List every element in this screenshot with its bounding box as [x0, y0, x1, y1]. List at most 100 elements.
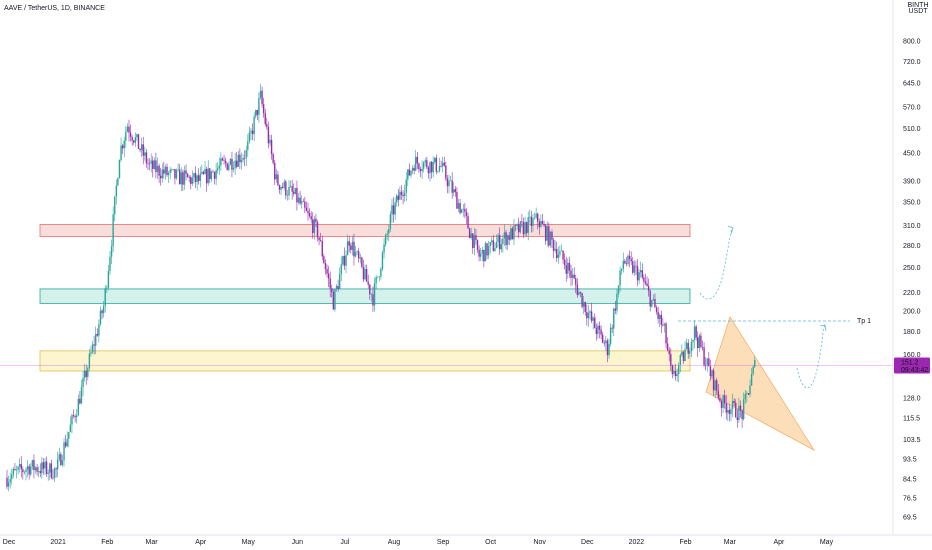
- candle-body[interactable]: [665, 323, 667, 344]
- candle-body[interactable]: [735, 402, 737, 418]
- candle-body[interactable]: [50, 463, 53, 478]
- candle-body[interactable]: [175, 169, 178, 179]
- candle-body[interactable]: [565, 265, 567, 274]
- candle-body[interactable]: [725, 403, 727, 413]
- candle-body[interactable]: [55, 468, 57, 470]
- candle-body[interactable]: [625, 263, 628, 264]
- candle-body[interactable]: [628, 255, 631, 259]
- candle-body[interactable]: [283, 181, 285, 188]
- candle-body[interactable]: [121, 145, 124, 149]
- candle-body[interactable]: [611, 327, 613, 329]
- candle-body[interactable]: [582, 302, 585, 307]
- candle-body[interactable]: [714, 380, 716, 391]
- candle-body[interactable]: [627, 255, 629, 264]
- candle-body[interactable]: [30, 466, 32, 475]
- candle-body[interactable]: [346, 241, 349, 256]
- candle-body[interactable]: [473, 235, 476, 248]
- candle-body[interactable]: [608, 343, 610, 356]
- candle-body[interactable]: [15, 469, 18, 471]
- candle-body[interactable]: [587, 313, 590, 319]
- candle-body[interactable]: [209, 168, 211, 180]
- candle-body[interactable]: [342, 255, 344, 265]
- candle-body[interactable]: [215, 170, 217, 179]
- candle-body[interactable]: [457, 203, 460, 209]
- candle-body[interactable]: [581, 293, 583, 307]
- candle-body[interactable]: [304, 201, 306, 208]
- candle-body[interactable]: [42, 462, 45, 469]
- candle-body[interactable]: [229, 158, 232, 165]
- candle-body[interactable]: [323, 256, 325, 264]
- candle-body[interactable]: [264, 113, 266, 125]
- candle-body[interactable]: [728, 409, 731, 414]
- candle-body[interactable]: [697, 337, 699, 349]
- candle-body[interactable]: [270, 139, 273, 154]
- candle-body[interactable]: [293, 191, 295, 194]
- candle-body[interactable]: [152, 160, 154, 169]
- candle-body[interactable]: [704, 365, 707, 366]
- candle-body[interactable]: [285, 181, 287, 196]
- candle-body[interactable]: [250, 130, 252, 133]
- candle-body[interactable]: [578, 292, 580, 296]
- candle-body[interactable]: [421, 168, 423, 172]
- candle-body[interactable]: [402, 194, 404, 197]
- candle-body[interactable]: [267, 127, 270, 144]
- candle-body[interactable]: [28, 466, 30, 475]
- candle-body[interactable]: [416, 156, 419, 164]
- candle-body[interactable]: [183, 170, 186, 185]
- candle-body[interactable]: [188, 177, 190, 178]
- candle-body[interactable]: [400, 191, 403, 195]
- candle-body[interactable]: [513, 225, 515, 240]
- candle-body[interactable]: [483, 249, 485, 262]
- candle-body[interactable]: [429, 161, 431, 174]
- candle-body[interactable]: [738, 405, 740, 421]
- candle-body[interactable]: [7, 482, 10, 487]
- candle-body[interactable]: [396, 195, 398, 203]
- candle-body[interactable]: [310, 216, 312, 220]
- candle-body[interactable]: [454, 189, 457, 193]
- candle-body[interactable]: [201, 171, 203, 174]
- candle-body[interactable]: [142, 144, 144, 156]
- candle-body[interactable]: [397, 195, 400, 200]
- candle-body[interactable]: [552, 239, 555, 251]
- candle-body[interactable]: [104, 288, 106, 306]
- candle-body[interactable]: [158, 165, 160, 176]
- candle-body[interactable]: [556, 248, 558, 259]
- candle-body[interactable]: [519, 221, 521, 233]
- candle-body[interactable]: [232, 167, 235, 170]
- candle-body[interactable]: [69, 424, 72, 433]
- candle-body[interactable]: [324, 263, 327, 270]
- candle-body[interactable]: [56, 459, 59, 470]
- candle-body[interactable]: [305, 207, 308, 211]
- candle-body[interactable]: [240, 160, 243, 163]
- candle-body[interactable]: [674, 370, 677, 377]
- candle-body[interactable]: [136, 134, 138, 138]
- candle-body[interactable]: [673, 370, 675, 374]
- candle-body[interactable]: [202, 171, 205, 175]
- candle-body[interactable]: [210, 171, 213, 180]
- candle-body[interactable]: [644, 281, 647, 284]
- candle-body[interactable]: [239, 154, 241, 163]
- candle-body[interactable]: [102, 305, 105, 314]
- candle-body[interactable]: [199, 173, 201, 181]
- candle-body[interactable]: [468, 228, 471, 239]
- candle-body[interactable]: [370, 294, 373, 295]
- candle-body[interactable]: [117, 178, 119, 186]
- candle-body[interactable]: [101, 310, 103, 314]
- candle-body[interactable]: [338, 274, 341, 290]
- candle-body[interactable]: [692, 339, 694, 343]
- candle-body[interactable]: [25, 469, 27, 472]
- candle-body[interactable]: [63, 442, 65, 461]
- candle-body[interactable]: [647, 285, 650, 291]
- candle-body[interactable]: [646, 283, 648, 286]
- candle-body[interactable]: [448, 180, 450, 187]
- candle-body[interactable]: [613, 308, 615, 329]
- candle-body[interactable]: [546, 226, 548, 241]
- candle-body[interactable]: [196, 175, 198, 182]
- candle-body[interactable]: [53, 468, 56, 478]
- candle-body[interactable]: [465, 211, 468, 217]
- candle-body[interactable]: [164, 166, 167, 174]
- candle-body[interactable]: [258, 97, 260, 115]
- candle-body[interactable]: [277, 174, 279, 185]
- candle-body[interactable]: [20, 464, 22, 470]
- candle-body[interactable]: [701, 346, 704, 348]
